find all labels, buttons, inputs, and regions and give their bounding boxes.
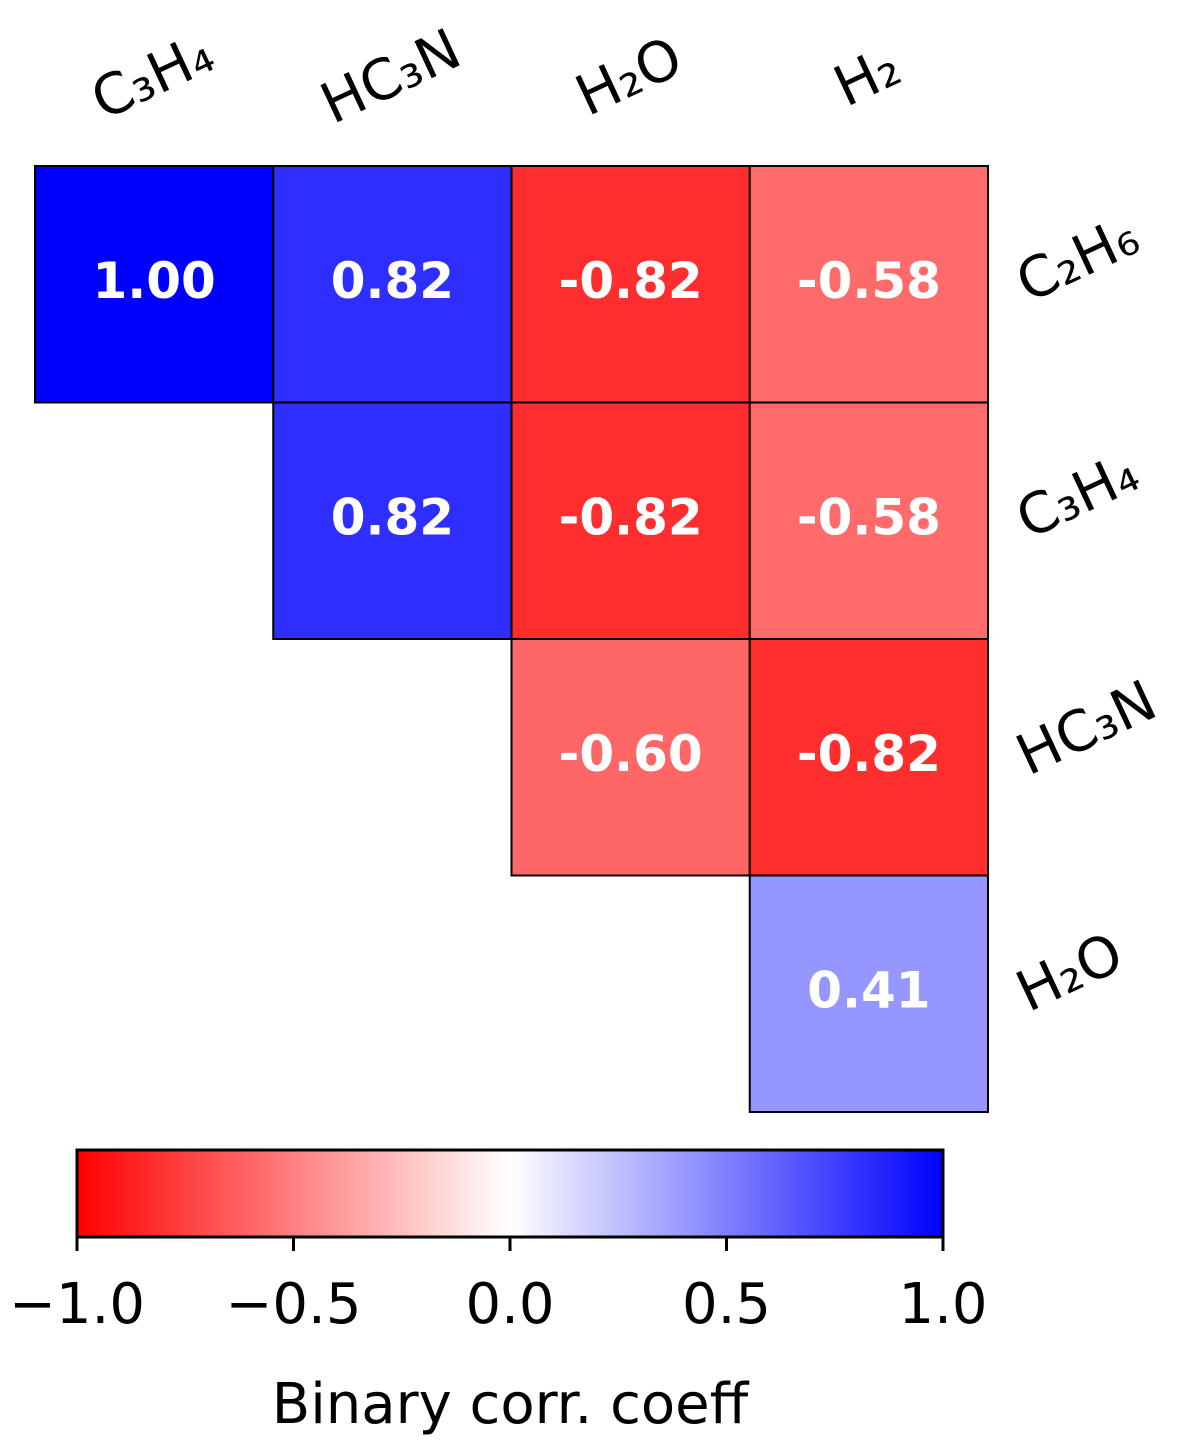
heatmap-cell xyxy=(510,165,751,404)
x-tick-label: C₃H₄ xyxy=(82,21,224,133)
colorbar xyxy=(75,1148,945,1239)
heatmap-cell xyxy=(272,165,513,404)
cell-label: -0.82 xyxy=(559,252,703,310)
colorbar-tick-label: −1.0 xyxy=(9,1272,145,1337)
x-tick-label: HC₃N xyxy=(311,17,470,137)
cell-label: 0.82 xyxy=(331,252,454,310)
heatmap-cell xyxy=(272,401,513,640)
cell-label: -0.82 xyxy=(559,488,703,546)
heatmap-cell xyxy=(748,165,989,404)
y-tick-label: C₂H₆ xyxy=(1007,203,1149,315)
cell-label: 0.41 xyxy=(807,961,930,1019)
colorbar-label: Binary corr. coeff xyxy=(272,1372,750,1437)
y-tick-label: HC₃N xyxy=(1007,668,1166,788)
y-tick-label: C₃H₄ xyxy=(1007,440,1149,552)
cell-label: -0.58 xyxy=(797,252,941,310)
cell-label: -0.60 xyxy=(559,725,703,783)
heatmap-cell xyxy=(510,401,751,640)
x-tick-label: H₂ xyxy=(824,34,910,120)
colorbar-tick-label: −0.5 xyxy=(226,1272,362,1337)
colorbar-tick-label: 1.0 xyxy=(898,1272,987,1337)
cell-label: -0.82 xyxy=(797,725,941,783)
heatmap-cell xyxy=(748,874,989,1113)
cell-label: -0.58 xyxy=(797,488,941,546)
colorbar-tick-label: 0.5 xyxy=(682,1272,771,1337)
heatmap-cell xyxy=(34,165,275,404)
cell-label: 0.82 xyxy=(331,488,454,546)
x-tick-label: H₂O xyxy=(566,25,692,130)
heatmap-cell xyxy=(510,638,751,877)
y-tick-label: H₂O xyxy=(1007,920,1133,1025)
colorbar-tick-label: 0.0 xyxy=(465,1272,554,1337)
cell-label: 1.00 xyxy=(92,252,215,310)
